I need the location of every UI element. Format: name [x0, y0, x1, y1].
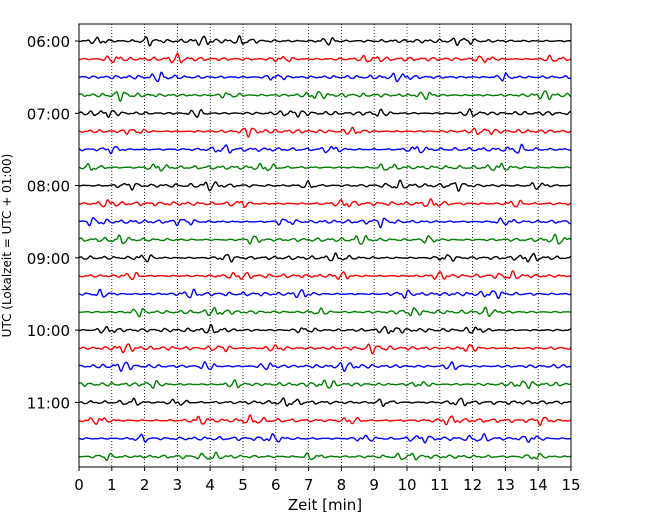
y-axis-ticks: 06:00 07:00 08:00 09:00 10:00 11:00: [27, 33, 79, 412]
trace-row-11:45: [78, 451, 572, 462]
trace-row-07:45: [78, 162, 572, 172]
x-tick-label-11: 11: [430, 476, 449, 494]
vertical-grid: [111, 24, 539, 467]
y-tick-label-06:00: 06:00: [27, 33, 70, 51]
trace-row-07:00: [78, 108, 572, 118]
trace-row-09:30: [78, 288, 572, 300]
y-tick-label-10:00: 10:00: [27, 322, 70, 340]
x-tick-label-5: 5: [238, 476, 248, 494]
trace-row-06:15: [78, 52, 572, 64]
trace-row-09:45: [78, 306, 572, 318]
trace-row-10:00: [78, 324, 572, 335]
x-tick-label-4: 4: [205, 476, 215, 494]
trace-row-10:15: [78, 343, 572, 355]
trace-row-08:00: [78, 179, 572, 192]
x-axis-label: Zeit [min]: [288, 496, 362, 514]
seismic-traces: [78, 35, 572, 462]
x-tick-label-7: 7: [304, 476, 314, 494]
trace-row-07:30: [78, 143, 572, 155]
trace-row-06:45: [78, 90, 572, 102]
x-tick-label-14: 14: [529, 476, 548, 494]
x-tick-label-10: 10: [397, 476, 416, 494]
x-tick-label-9: 9: [369, 476, 379, 494]
trace-row-06:00: [78, 35, 572, 47]
trace-row-11:00: [78, 397, 572, 407]
y-tick-label-11:00: 11:00: [27, 394, 70, 412]
trace-row-08:15: [78, 198, 572, 208]
y-tick-label-08:00: 08:00: [27, 178, 70, 196]
y-tick-label-09:00: 09:00: [27, 250, 70, 268]
y-axis-label: UTC (Lokalzeit = UTC + 01:00): [0, 154, 14, 338]
x-tick-label-3: 3: [173, 476, 183, 494]
trace-row-11:15: [78, 414, 572, 427]
x-tick-label-1: 1: [107, 476, 117, 494]
x-tick-label-2: 2: [140, 476, 150, 494]
x-tick-label-15: 15: [561, 476, 580, 494]
trace-row-10:45: [78, 379, 572, 389]
trace-row-08:45: [78, 233, 572, 245]
x-tick-label-8: 8: [337, 476, 347, 494]
x-tick-label-13: 13: [496, 476, 515, 494]
trace-row-06:30: [78, 71, 572, 83]
trace-row-08:30: [78, 217, 572, 229]
x-tick-label-0: 0: [74, 476, 84, 494]
plot-frame: [78, 23, 572, 468]
x-axis-ticks: 0 1 2 3 4 5 6 7 8 9 10 11 12 13 14 15: [74, 467, 581, 494]
x-tick-label-6: 6: [271, 476, 281, 494]
y-tick-label-07:00: 07:00: [27, 105, 70, 123]
trace-row-11:30: [78, 433, 572, 444]
trace-row-07:15: [78, 126, 572, 138]
x-tick-label-12: 12: [463, 476, 482, 494]
trace-row-09:00: [78, 252, 572, 263]
trace-row-10:30: [78, 361, 572, 373]
trace-row-09:15: [78, 270, 572, 281]
